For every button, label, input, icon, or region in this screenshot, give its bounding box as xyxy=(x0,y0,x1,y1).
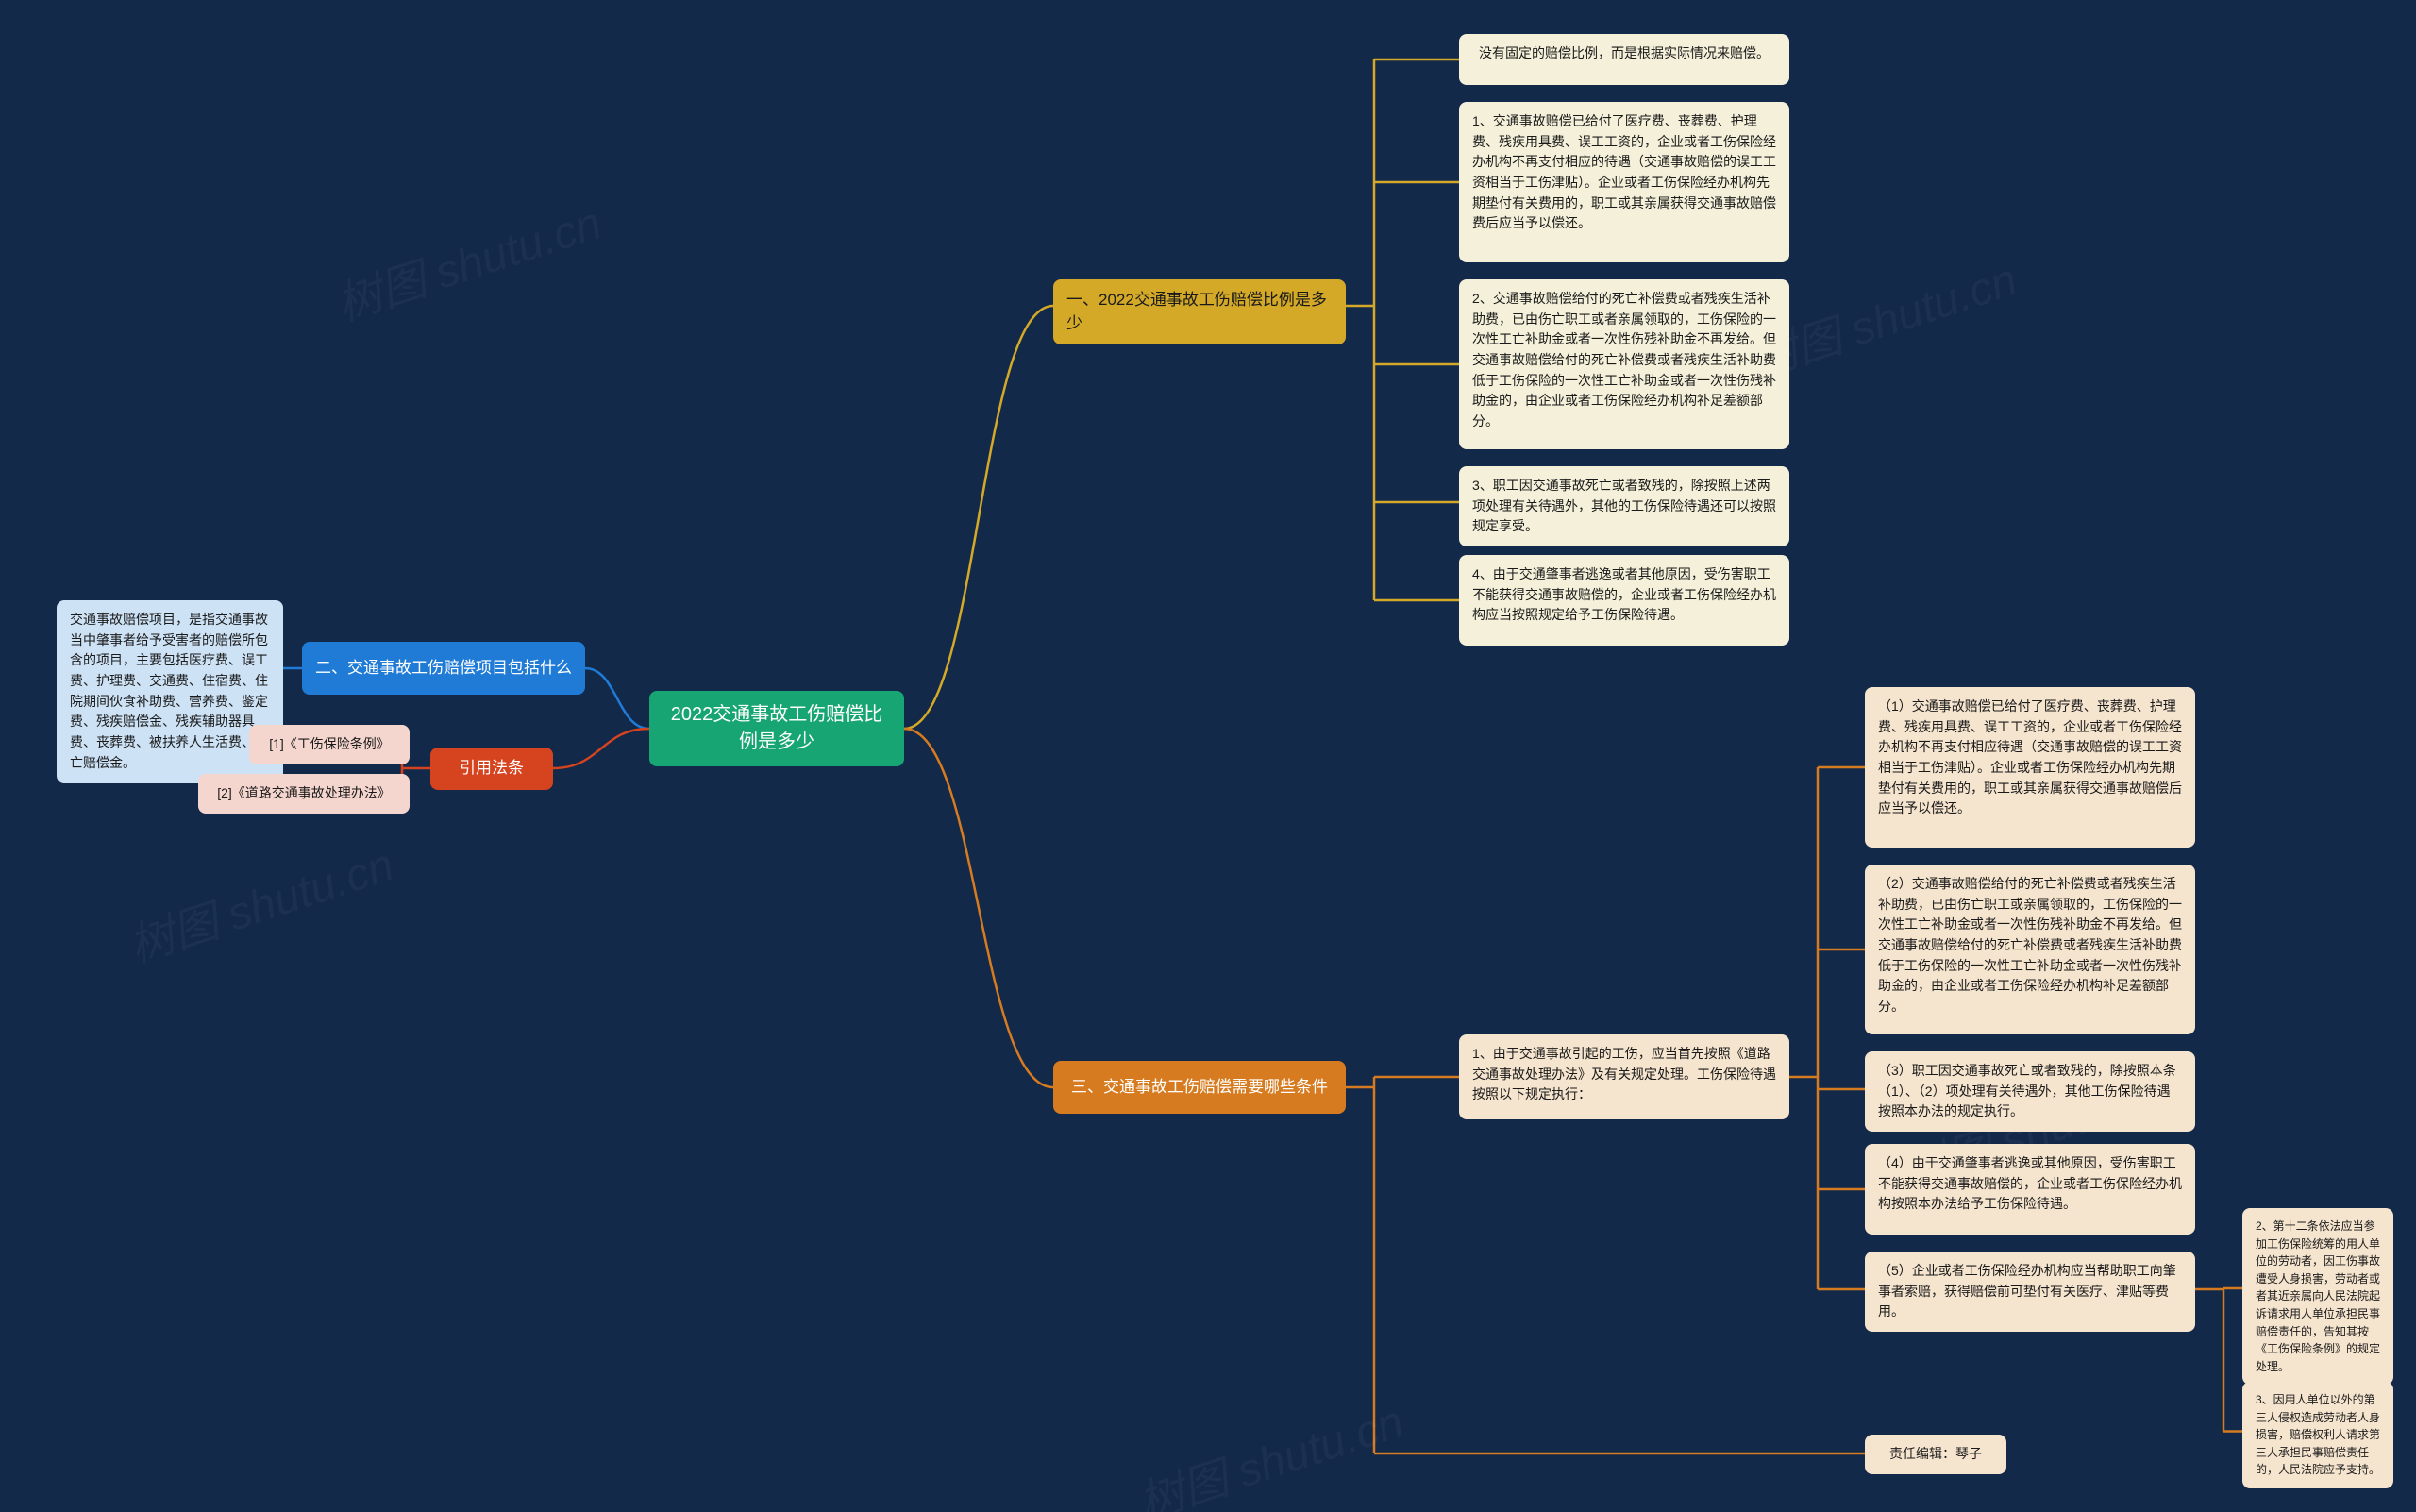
branch-node: 引用法条 xyxy=(430,748,553,790)
leaf-node: （4）由于交通肇事者逃逸或其他原因，受伤害职工不能获得交通事故赔偿的，企业或者工… xyxy=(1865,1144,2195,1235)
leaf-node: 3、职工因交通事故死亡或者致残的，除按照上述两项处理有关待遇外，其他的工伤保险待… xyxy=(1459,466,1789,546)
leaf-node: [2]《道路交通事故处理办法》 xyxy=(198,774,410,814)
leaf-node: 3、因用人单位以外的第三人侵权造成劳动者人身损害，赔偿权利人请求第三人承担民事赔… xyxy=(2242,1382,2393,1488)
leaf-node: 没有固定的赔偿比例，而是根据实际情况来赔偿。 xyxy=(1459,34,1789,85)
leaf-node: 2、交通事故赔偿给付的死亡补偿费或者残疾生活补助费，已由伤亡职工或者亲属领取的，… xyxy=(1459,279,1789,449)
branch-node: 二、交通事故工伤赔偿项目包括什么 xyxy=(302,642,585,695)
center-node: 2022交通事故工伤赔偿比例是多少 xyxy=(649,691,904,766)
leaf-node: （1）交通事故赔偿已给付了医疗费、丧葬费、护理费、残疾用具费、误工工资的，企业或… xyxy=(1865,687,2195,848)
watermark: 树图 shutu.cn xyxy=(119,828,400,975)
watermark: 树图 shutu.cn xyxy=(327,186,608,333)
watermark: 树图 shutu.cn xyxy=(1129,1385,1410,1512)
leaf-node: 2、第十二条依法应当参加工伤保险统筹的用人单位的劳动者，因工伤事故遭受人身损害，… xyxy=(2242,1208,2393,1385)
leaf-node: 4、由于交通肇事者逃逸或者其他原因，受伤害职工不能获得交通事故赔偿的，企业或者工… xyxy=(1459,555,1789,646)
leaf-node: （2）交通事故赔偿给付的死亡补偿费或者残疾生活补助费，已由伤亡职工或亲属领取的，… xyxy=(1865,865,2195,1034)
leaf-node: 责任编辑：琴子 xyxy=(1865,1435,2006,1474)
leaf-node: 1、交通事故赔偿已给付了医疗费、丧葬费、护理费、残疾用具费、误工工资的，企业或者… xyxy=(1459,102,1789,262)
branch-node: 一、2022交通事故工伤赔偿比例是多少 xyxy=(1053,279,1346,344)
leaf-node: [1]《工伤保险条例》 xyxy=(249,725,410,764)
leaf-node: （3）职工因交通事故死亡或者致残的，除按照本条（1）、（2）项处理有关待遇外，其… xyxy=(1865,1051,2195,1132)
leaf-node: （5）企业或者工伤保险经办机构应当帮助职工向肇事者索赔，获得赔偿前可垫付有关医疗… xyxy=(1865,1252,2195,1332)
branch-node: 三、交通事故工伤赔偿需要哪些条件 xyxy=(1053,1061,1346,1114)
leaf-node: 1、由于交通事故引起的工伤，应当首先按照《道路交通事故处理办法》及有关规定处理。… xyxy=(1459,1034,1789,1119)
